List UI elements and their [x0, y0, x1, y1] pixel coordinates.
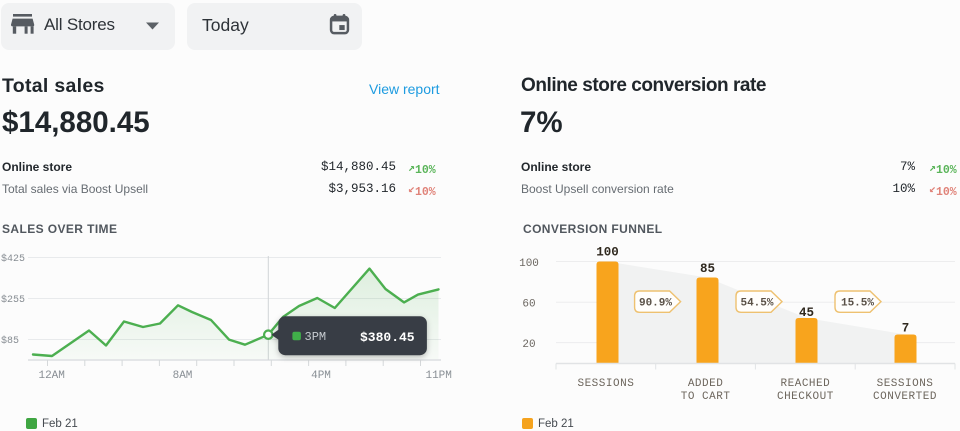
svg-text:100: 100 — [519, 258, 539, 270]
svg-text:$85: $85 — [1, 335, 19, 347]
svg-text:Feb 21: Feb 21 — [42, 418, 78, 430]
svg-text:11PM: 11PM — [425, 370, 451, 382]
svg-text:SESSIONS: SESSIONS — [877, 378, 934, 390]
svg-text:3PM: 3PM — [305, 330, 327, 344]
svg-text:60: 60 — [522, 299, 535, 311]
svg-text:$255: $255 — [1, 294, 25, 306]
svg-text:$425: $425 — [1, 253, 25, 265]
svg-text:ADDED: ADDED — [688, 378, 724, 390]
svg-text:20: 20 — [522, 339, 535, 351]
svg-text:CONVERTED: CONVERTED — [873, 391, 937, 403]
svg-text:4PM: 4PM — [311, 370, 331, 382]
svg-text:90.9%: 90.9% — [639, 298, 672, 310]
svg-text:54.5%: 54.5% — [740, 298, 773, 310]
svg-text:$380.45: $380.45 — [360, 330, 415, 345]
svg-text:REACHED: REACHED — [781, 378, 831, 390]
svg-text:CHECKOUT: CHECKOUT — [777, 391, 834, 403]
svg-text:85: 85 — [700, 262, 715, 276]
svg-text:15.5%: 15.5% — [841, 298, 874, 310]
svg-text:TO CART: TO CART — [681, 391, 731, 403]
svg-text:Feb 21: Feb 21 — [538, 418, 574, 430]
svg-text:8AM: 8AM — [173, 370, 193, 382]
svg-text:12AM: 12AM — [38, 370, 64, 382]
svg-text:SESSIONS: SESSIONS — [577, 378, 634, 390]
svg-text:45: 45 — [799, 306, 814, 320]
svg-text:100: 100 — [596, 246, 619, 260]
svg-text:7: 7 — [902, 322, 910, 336]
